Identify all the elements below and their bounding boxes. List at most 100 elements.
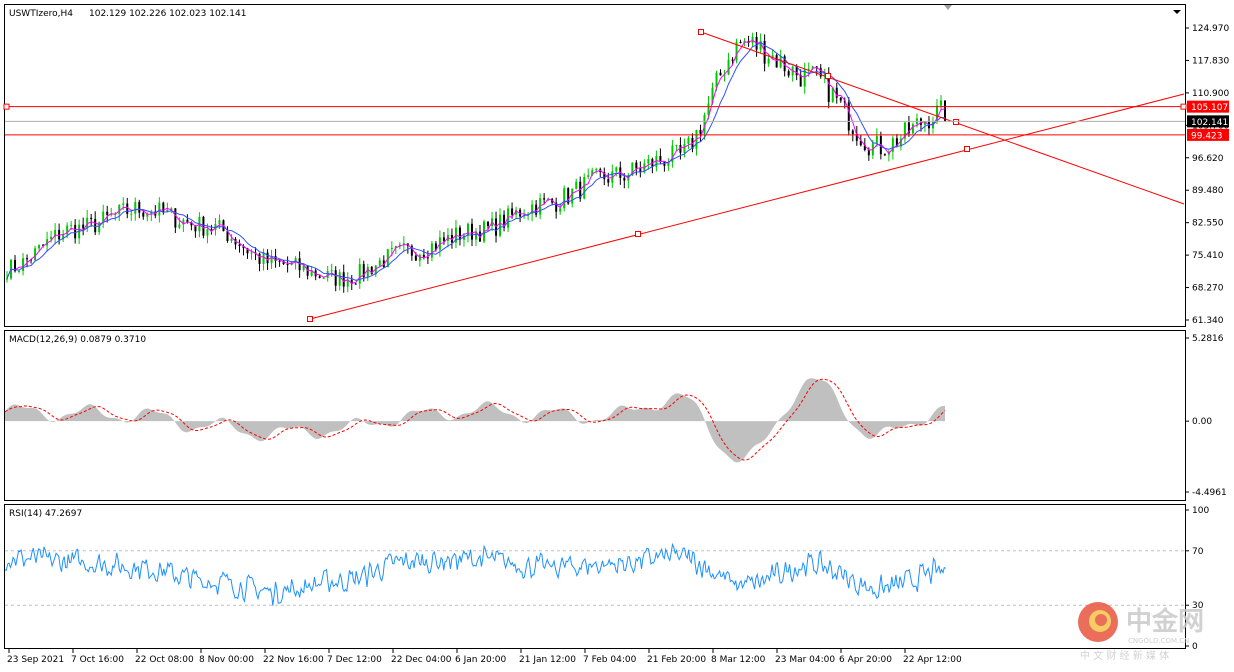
- candle-body: [867, 150, 870, 156]
- candle-body: [102, 211, 105, 223]
- candle-body: [206, 229, 209, 236]
- candle-body: [74, 224, 77, 239]
- candle-body: [26, 258, 29, 260]
- candle-body: [326, 271, 329, 278]
- candle-body: [655, 155, 658, 167]
- trendline-anchor-handle[interactable]: [698, 29, 704, 35]
- candle-body: [266, 252, 269, 264]
- time-axis: 23 Sep 2021 7 Oct 16:00 22 Oct 08:00 8 Nov …: [7, 649, 962, 665]
- candle-body: [611, 171, 614, 183]
- time-tick-label: 7 Oct 16:00: [71, 655, 124, 665]
- macd-panel[interactable]: [4, 330, 1186, 501]
- scroll-shift-icon[interactable]: [944, 5, 952, 10]
- time-tick-label: 22 Apr 12:00: [903, 655, 962, 665]
- candle-body: [943, 100, 946, 122]
- candle-body: [370, 266, 373, 275]
- ohlc-readout: 102.129 102.226 102.023 102.141: [89, 9, 246, 19]
- candle-body: [142, 212, 145, 217]
- candle-body: [543, 198, 546, 200]
- candle-body: [294, 258, 297, 263]
- candle-body: [466, 223, 469, 236]
- watermark-tagline: 中 文 财 经 新 媒 体: [1080, 649, 1169, 662]
- candle-body: [226, 231, 229, 242]
- candle-body: [799, 75, 802, 87]
- time-tick-label: 22 Dec 04:00: [391, 655, 452, 665]
- candle-body: [883, 154, 886, 156]
- time-tick-label: 21 Feb 20:00: [647, 655, 706, 665]
- candle-body: [863, 145, 866, 151]
- candle-body: [855, 133, 858, 141]
- candle-body: [430, 243, 433, 258]
- candle-body: [787, 71, 790, 76]
- time-tick-label: 21 Jan 12:00: [519, 655, 576, 665]
- candle-body: [899, 138, 902, 147]
- level-anchor-handle[interactable]: [3, 103, 10, 110]
- candle-body: [34, 248, 37, 261]
- candle-body: [310, 270, 313, 276]
- resistance-trendline[interactable]: [700, 31, 1185, 205]
- candle-body: [170, 208, 173, 210]
- candle-body: [563, 188, 566, 209]
- trendline-anchor-handle[interactable]: [635, 231, 641, 237]
- candle-body: [803, 69, 806, 87]
- candle-body: [282, 261, 285, 264]
- candle-body: [358, 264, 361, 284]
- macd-plot: [4, 378, 946, 463]
- time-tick-label: 7 Feb 04:00: [583, 655, 637, 665]
- trendline-anchor-handle[interactable]: [964, 146, 970, 152]
- candle-body: [699, 129, 702, 134]
- candle-body: [571, 188, 574, 204]
- price-tick-label: 110.900: [1192, 89, 1229, 99]
- candle-body: [823, 72, 826, 77]
- candle-body: [667, 162, 670, 166]
- candle-body: [286, 263, 289, 265]
- level-anchor-handle[interactable]: [1180, 103, 1187, 110]
- candle-body: [442, 237, 445, 241]
- horizontal-levels[interactable]: [3, 103, 1187, 136]
- candle-body: [202, 216, 205, 236]
- trendline-anchor-handle[interactable]: [307, 316, 313, 322]
- candle-body: [386, 249, 389, 268]
- price-tick-label: 89.480: [1192, 186, 1224, 196]
- chevron-down-icon[interactable]: [1173, 10, 1181, 14]
- rsi-panel[interactable]: [4, 504, 1186, 649]
- candle-body: [903, 122, 906, 139]
- candle-body: [659, 155, 662, 162]
- candle-body: [410, 245, 413, 256]
- candle-body: [831, 87, 834, 102]
- candle-body: [138, 201, 141, 213]
- candle-body: [22, 258, 25, 271]
- candle-body: [350, 279, 353, 284]
- candle-body: [262, 252, 265, 264]
- candle-body: [298, 258, 301, 271]
- candle-body: [851, 130, 854, 134]
- candle-body: [487, 221, 490, 227]
- candle-body: [126, 203, 129, 214]
- candle-body: [735, 41, 738, 61]
- candle-body: [150, 211, 153, 214]
- candle-body: [354, 283, 357, 285]
- candle-body: [523, 215, 526, 217]
- time-tick-label: 23 Sep 2021: [7, 655, 64, 665]
- candle-body: [174, 208, 177, 228]
- candle-body: [623, 177, 626, 181]
- price-panel[interactable]: [4, 4, 1186, 327]
- candle-body: [130, 213, 133, 215]
- candle-body: [190, 222, 193, 226]
- trend-lines[interactable]: [307, 29, 1185, 322]
- trendline-anchor-handle[interactable]: [953, 119, 959, 125]
- candle-body: [166, 209, 169, 213]
- candle-body: [895, 138, 898, 147]
- candle-body: [891, 138, 894, 152]
- macd-signal-line: [4, 378, 946, 461]
- trendline-anchor-handle[interactable]: [825, 73, 831, 79]
- support-trendline[interactable]: [309, 93, 1185, 320]
- macd-histogram: [5, 378, 945, 463]
- candle-body: [771, 55, 774, 59]
- candle-body: [82, 224, 85, 229]
- level-price-badge-label: 99.423: [1191, 131, 1223, 141]
- candle-body: [779, 56, 782, 68]
- candle-body: [458, 227, 461, 240]
- candle-body: [270, 256, 273, 264]
